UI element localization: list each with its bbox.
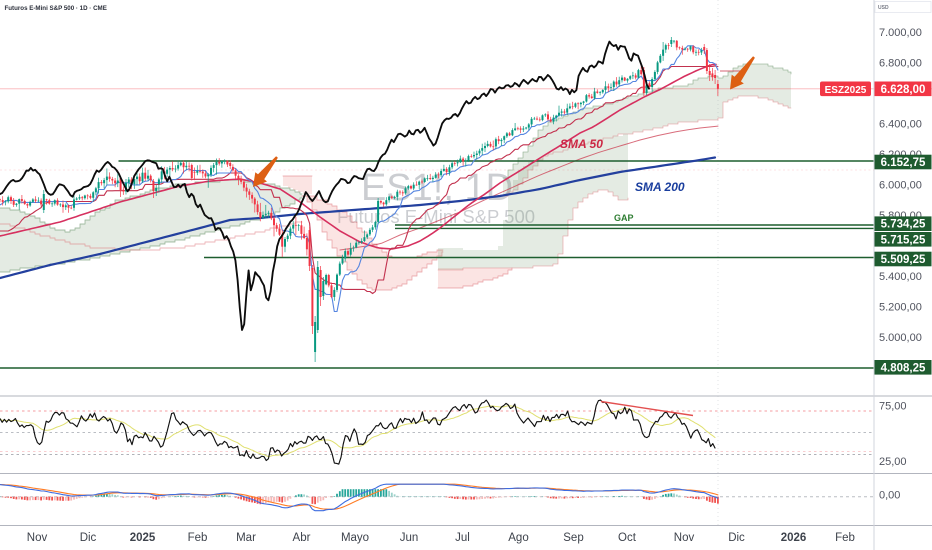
svg-text:USD: USD (878, 5, 889, 11)
svg-text:5.000,00: 5.000,00 (879, 332, 922, 344)
svg-text:7.000,00: 7.000,00 (879, 27, 922, 39)
svg-text:6.800,00: 6.800,00 (879, 58, 922, 70)
svg-text:Futuros E-Mini S&P 500: Futuros E-Mini S&P 500 (337, 206, 535, 227)
svg-text:Dic: Dic (80, 532, 97, 544)
svg-text:Abr: Abr (293, 532, 311, 544)
svg-text:5.715,25: 5.715,25 (881, 234, 926, 246)
svg-text:6.152,75: 6.152,75 (881, 157, 926, 169)
svg-text:6.400,00: 6.400,00 (879, 119, 922, 131)
svg-text:Nov: Nov (674, 532, 695, 544)
svg-text:2025: 2025 (130, 532, 156, 544)
svg-text:5.200,00: 5.200,00 (879, 302, 922, 314)
svg-text:Nov: Nov (27, 532, 48, 544)
svg-text:4.808,25: 4.808,25 (881, 362, 926, 374)
svg-text:Feb: Feb (188, 532, 208, 544)
svg-text:Dic: Dic (728, 532, 745, 544)
svg-text:2026: 2026 (781, 532, 807, 544)
svg-text:Feb: Feb (835, 532, 855, 544)
svg-text:ESZ2025: ESZ2025 (825, 85, 867, 96)
svg-text:Ago: Ago (508, 532, 528, 544)
svg-text:75,00: 75,00 (879, 401, 907, 413)
svg-text:6.628,00: 6.628,00 (881, 84, 926, 96)
svg-text:SMA 200: SMA 200 (635, 180, 685, 194)
svg-text:5.400,00: 5.400,00 (879, 271, 922, 283)
svg-text:Mar: Mar (236, 532, 256, 544)
svg-text:Jul: Jul (455, 532, 470, 544)
svg-text:6.000,00: 6.000,00 (879, 180, 922, 192)
svg-text:0,00: 0,00 (879, 490, 900, 502)
svg-text:25,00: 25,00 (879, 456, 907, 468)
svg-text:Sep: Sep (563, 532, 583, 544)
svg-text:5.509,25: 5.509,25 (881, 254, 926, 266)
svg-text:5.734,25: 5.734,25 (881, 219, 926, 231)
svg-text:Jun: Jun (400, 532, 419, 544)
svg-text:Mayo: Mayo (341, 532, 369, 544)
svg-text:Oct: Oct (618, 532, 637, 544)
svg-text:GAP: GAP (614, 213, 634, 223)
svg-text:Futuros E-Mini S&P 500 · 1D ·: Futuros E-Mini S&P 500 · 1D · CME (5, 5, 107, 12)
svg-text:SMA 50: SMA 50 (560, 137, 603, 151)
